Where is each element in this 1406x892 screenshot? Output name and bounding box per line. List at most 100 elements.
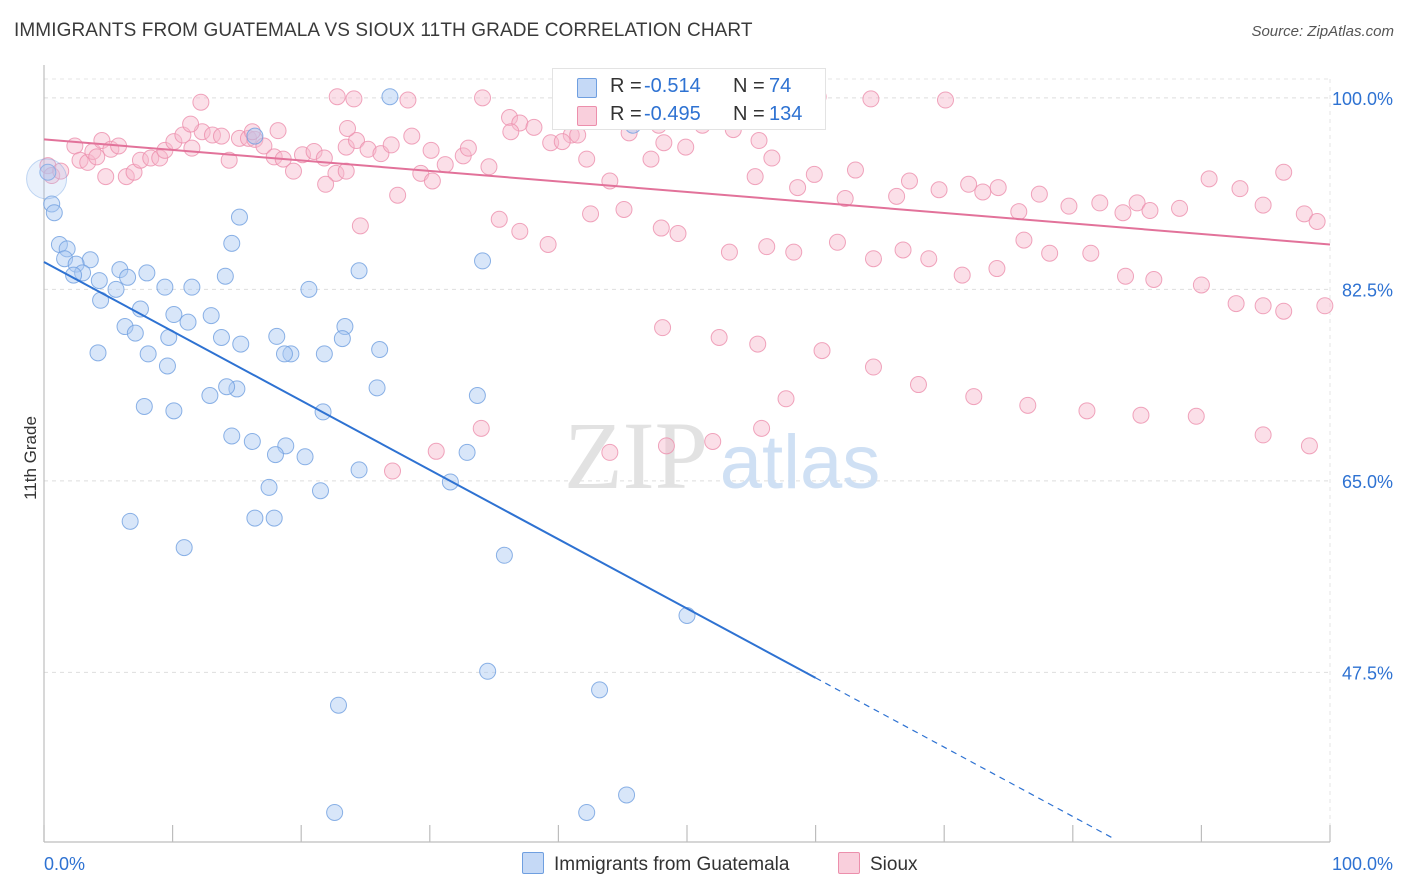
sioux-point bbox=[502, 123, 520, 141]
sioux-point bbox=[422, 141, 440, 159]
guatemala-point bbox=[90, 272, 108, 290]
bottom-legend-label: Immigrants from Guatemala bbox=[554, 854, 790, 875]
sioux-point bbox=[789, 179, 807, 197]
sioux-point bbox=[1117, 267, 1135, 285]
sioux-point bbox=[654, 319, 672, 337]
guatemala-point bbox=[212, 328, 230, 346]
sioux-point bbox=[1231, 180, 1249, 198]
sioux-point bbox=[1308, 212, 1326, 230]
sioux-point bbox=[720, 243, 738, 261]
guatemala-point bbox=[230, 208, 248, 226]
sioux-point bbox=[382, 136, 400, 154]
guatemala-point bbox=[368, 379, 386, 397]
sioux-point bbox=[936, 91, 954, 109]
guatemala-point bbox=[107, 280, 125, 298]
guatemala-point bbox=[458, 443, 476, 461]
guatemala-point bbox=[300, 280, 318, 298]
bottom-legend-swatch-blue bbox=[522, 852, 544, 874]
guatemala-point bbox=[165, 306, 183, 324]
sioux-point bbox=[1060, 197, 1078, 215]
guatemala-point bbox=[158, 357, 176, 375]
guatemala-point bbox=[282, 345, 300, 363]
sioux-point bbox=[669, 225, 687, 243]
legend-r-label: R = bbox=[610, 103, 642, 125]
sioux-point bbox=[1030, 185, 1048, 203]
sioux-point bbox=[511, 222, 529, 240]
sioux-point bbox=[305, 142, 323, 160]
sioux-point bbox=[965, 388, 983, 406]
bottom-legend-sioux: Sioux bbox=[838, 852, 918, 876]
guatemala-point bbox=[183, 278, 201, 296]
guatemala-point bbox=[371, 341, 389, 359]
sioux-point bbox=[399, 91, 417, 109]
sioux-point bbox=[930, 181, 948, 199]
guatemala-point bbox=[45, 204, 63, 222]
guatemala-point bbox=[232, 335, 250, 353]
guatemala-point bbox=[468, 386, 486, 404]
sioux-point bbox=[894, 241, 912, 259]
sioux-point bbox=[97, 168, 115, 186]
sioux-point bbox=[338, 119, 356, 137]
sioux-point bbox=[1010, 203, 1028, 221]
sioux-point bbox=[459, 139, 477, 157]
sioux-point bbox=[1254, 297, 1272, 315]
guatemala-point bbox=[223, 234, 241, 252]
guatemala-point bbox=[165, 402, 183, 420]
sioux-point bbox=[1192, 276, 1210, 294]
guatemala-point bbox=[268, 327, 286, 345]
sioux-point bbox=[615, 200, 633, 218]
sioux-point bbox=[642, 150, 660, 168]
sioux-point bbox=[183, 139, 201, 157]
guatemala-point bbox=[578, 803, 596, 821]
sioux-point bbox=[1316, 297, 1334, 315]
guatemala-point bbox=[202, 307, 220, 325]
sioux-point bbox=[52, 162, 70, 180]
sioux-point bbox=[501, 109, 519, 127]
sioux-point bbox=[1128, 194, 1146, 212]
sioux-point bbox=[142, 149, 160, 167]
bottom-legend-guatemala: Immigrants from Guatemala bbox=[522, 852, 789, 876]
sioux-point bbox=[1275, 302, 1293, 320]
sioux-point bbox=[888, 187, 906, 205]
sioux-point bbox=[953, 266, 971, 284]
watermark-zip: ZIP bbox=[564, 402, 708, 509]
sioux-point bbox=[345, 90, 363, 108]
correlation-legend: R = -0.514 N = 74 R = -0.495 N = 134 bbox=[552, 68, 826, 130]
sioux-point bbox=[1275, 163, 1293, 181]
guatemala-point bbox=[591, 681, 609, 699]
sioux-point bbox=[920, 250, 938, 268]
sioux-point bbox=[351, 217, 369, 235]
sioux-point bbox=[1141, 202, 1159, 220]
guatemala-trend-line bbox=[43, 261, 817, 679]
legend-n-value: 74 bbox=[769, 75, 792, 97]
guatemala-point bbox=[243, 432, 261, 450]
sioux-point bbox=[1082, 244, 1100, 262]
sioux-point bbox=[1254, 196, 1272, 214]
sioux-point bbox=[66, 137, 84, 155]
guatemala-point bbox=[495, 546, 513, 564]
sioux-point bbox=[677, 138, 695, 156]
guatemala-point bbox=[119, 268, 137, 286]
guatemala-point bbox=[246, 509, 264, 527]
sioux-point bbox=[539, 235, 557, 253]
sioux-point bbox=[436, 156, 454, 174]
sioux-point bbox=[989, 179, 1007, 197]
guatemala-point bbox=[246, 127, 264, 145]
guatemala-point bbox=[350, 262, 368, 280]
sioux-point bbox=[758, 238, 776, 256]
sioux-point bbox=[1200, 170, 1218, 188]
sioux-point bbox=[472, 419, 490, 437]
legend-r-label: R = bbox=[610, 75, 642, 97]
guatemala-point bbox=[381, 88, 399, 106]
sioux-point bbox=[828, 233, 846, 251]
sioux-point bbox=[220, 151, 238, 169]
guatemala-point bbox=[326, 803, 344, 821]
sioux-point bbox=[88, 148, 106, 166]
guatemala-point bbox=[135, 397, 153, 415]
guatemala-point bbox=[275, 345, 293, 363]
sioux-point bbox=[1145, 270, 1163, 288]
sioux-point bbox=[212, 127, 230, 145]
guatemala-point bbox=[58, 240, 76, 258]
sioux-point bbox=[525, 118, 543, 136]
sioux-point bbox=[39, 157, 57, 175]
